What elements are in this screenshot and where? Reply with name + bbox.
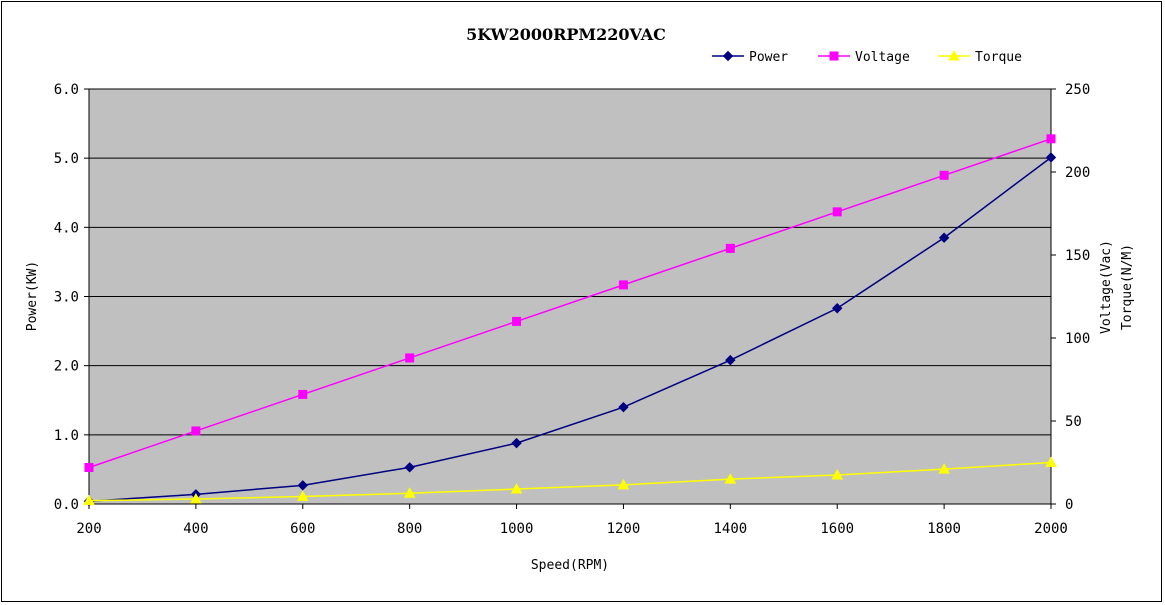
x-tick-label: 2000 bbox=[1034, 521, 1068, 537]
y2-axis-label-torque: Torque(N/M) bbox=[1120, 244, 1135, 330]
legend-power-label: Power bbox=[749, 50, 788, 65]
left-tick-label: 5.0 bbox=[54, 151, 79, 167]
right-tick-label: 100 bbox=[1065, 331, 1090, 347]
torque-point bbox=[510, 483, 523, 494]
x-tick-label: 1200 bbox=[607, 521, 641, 537]
torque-point bbox=[617, 478, 630, 490]
torque-point bbox=[724, 473, 737, 484]
torque-line bbox=[88, 461, 1052, 502]
voltage-point bbox=[1046, 134, 1056, 144]
x-tick-label: 600 bbox=[290, 521, 315, 537]
right-tick-label: 150 bbox=[1065, 248, 1090, 264]
power-point bbox=[404, 462, 415, 473]
left-axis-ticks: 0.0 1.0 2.0 3.0 4.0 5.0 6.0 bbox=[54, 82, 89, 513]
voltage-point bbox=[191, 426, 201, 436]
power-point bbox=[1045, 152, 1057, 163]
legend: Power Voltage Torque bbox=[712, 49, 1022, 65]
grid-lines bbox=[89, 88, 1051, 436]
x-tick-label: 400 bbox=[183, 521, 208, 537]
x-tick-label: 1600 bbox=[820, 521, 854, 537]
x-tick-label: 200 bbox=[76, 521, 101, 537]
left-tick-label: 4.0 bbox=[54, 220, 79, 236]
series-group bbox=[83, 134, 1057, 507]
chart-title: 5KW2000RPM220VAC bbox=[466, 25, 666, 44]
power-point bbox=[511, 437, 522, 449]
right-tick-label: 200 bbox=[1065, 165, 1090, 181]
x-tick-label: 1000 bbox=[500, 521, 534, 537]
voltage-line bbox=[88, 138, 1052, 469]
voltage-point bbox=[512, 316, 522, 326]
right-axis-ticks: 0 50 100 150 200 250 bbox=[1051, 82, 1090, 513]
x-tick-label: 1800 bbox=[927, 521, 961, 537]
power-point bbox=[725, 354, 736, 366]
left-tick-label: 2.0 bbox=[54, 359, 79, 375]
right-tick-label: 50 bbox=[1065, 414, 1082, 430]
x-tick-label: 800 bbox=[397, 521, 422, 537]
legend-torque-label: Torque bbox=[975, 50, 1022, 65]
right-tick-label: 250 bbox=[1065, 82, 1090, 98]
left-tick-label: 0.0 bbox=[54, 497, 79, 513]
left-tick-label: 6.0 bbox=[54, 82, 79, 98]
voltage-point bbox=[725, 243, 735, 253]
torque-point bbox=[403, 487, 416, 498]
torque-point bbox=[938, 463, 950, 474]
legend-voltage-marker bbox=[829, 51, 839, 61]
power-point bbox=[938, 232, 950, 243]
legend-voltage-label: Voltage bbox=[855, 50, 910, 65]
legend-torque-marker bbox=[948, 49, 960, 61]
x-axis-label: Speed(RPM) bbox=[531, 558, 609, 573]
voltage-point bbox=[298, 389, 308, 399]
torque-point bbox=[190, 492, 202, 504]
legend-power-marker bbox=[722, 50, 734, 62]
x-axis-ticks: 200 400 600 800 1000 1200 1400 1600 1800 2000 bbox=[76, 504, 1068, 537]
voltage-point bbox=[939, 170, 949, 180]
torque-point bbox=[296, 490, 309, 502]
torque-point bbox=[831, 468, 844, 480]
x-tick-label: 1400 bbox=[713, 521, 747, 537]
voltage-point bbox=[618, 280, 628, 290]
left-tick-label: 3.0 bbox=[54, 290, 79, 306]
left-tick-label: 1.0 bbox=[54, 428, 79, 444]
voltage-point bbox=[832, 207, 842, 217]
power-point bbox=[297, 480, 308, 491]
voltage-point bbox=[84, 462, 94, 472]
power-point bbox=[618, 401, 629, 413]
torque-point bbox=[83, 494, 95, 506]
right-tick-label: 0 bbox=[1065, 497, 1073, 513]
power-point bbox=[832, 303, 843, 314]
y2-axis-label-voltage: Voltage(Vac) bbox=[1099, 240, 1114, 334]
power-line bbox=[88, 156, 1052, 502]
voltage-point bbox=[405, 353, 415, 363]
y-axis-label: Power(KW) bbox=[25, 261, 40, 331]
torque-point bbox=[1045, 456, 1057, 467]
